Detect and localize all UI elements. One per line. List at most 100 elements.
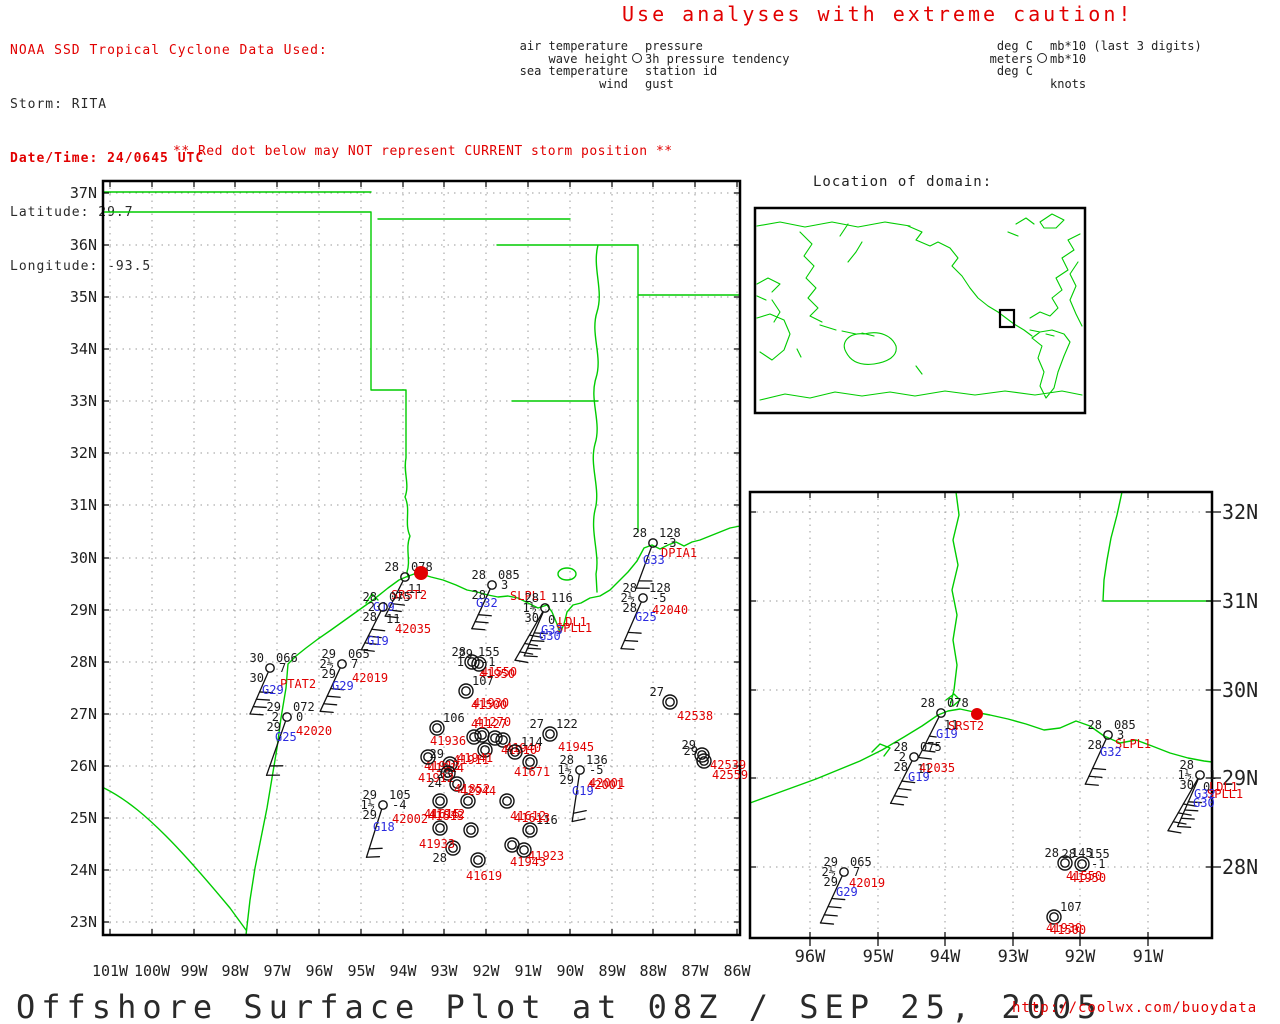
calm-ring	[662, 694, 678, 710]
station-circle	[1195, 770, 1205, 780]
station-id-label: 41270	[475, 715, 511, 729]
pressure-value: 128	[659, 526, 681, 540]
calm-ring	[460, 793, 476, 809]
station-id-label: 41615	[424, 807, 460, 821]
barb-tick	[889, 802, 905, 806]
pressure-tendency-value: -1	[481, 655, 495, 669]
calm-ring	[1046, 909, 1062, 925]
noaa-data-line: NOAA SSD Tropical Cyclone Data Used:	[10, 43, 328, 58]
station-circle	[638, 593, 648, 603]
wind-gust-value: 0	[548, 613, 555, 627]
rio-grande-river	[103, 787, 247, 931]
station-id-label: LDL1	[558, 615, 587, 629]
legend-knots-label: knots	[1050, 76, 1087, 91]
lon-axis-label: 94W	[389, 962, 417, 980]
calm-ring	[432, 820, 448, 836]
lon-axis-label: 100W	[134, 962, 171, 980]
barb-tick	[252, 705, 267, 709]
wave-height-value: 1½	[361, 798, 375, 812]
wave-height-value: 2	[272, 710, 279, 724]
lat-axis-label: 36N	[70, 236, 97, 254]
station-id-label: G19	[936, 727, 958, 741]
barb-tick	[917, 756, 933, 760]
pressure-tendency-value: 7	[279, 661, 286, 675]
station-plot	[499, 793, 515, 809]
sea-temp-value: 28	[1088, 738, 1102, 752]
legend-degc2-label: deg C	[996, 64, 1033, 79]
station-plot: 41942	[429, 807, 479, 838]
station-id-label: G29	[332, 679, 354, 693]
barb-tick	[1180, 817, 1195, 820]
air-temp-value: 27	[650, 685, 664, 699]
lat-axis-label: 23N	[70, 913, 97, 931]
inset-map-frame	[748, 490, 1214, 940]
lon-axis-label: 86W	[723, 962, 751, 980]
station-id-label: 42035	[395, 622, 431, 636]
station-id-label: G18	[373, 820, 395, 834]
station-circle	[1060, 858, 1070, 868]
lon-axis-label: 89W	[598, 962, 626, 980]
sea-temp-value: 29	[560, 773, 574, 787]
station-id-label: 41912	[418, 771, 454, 785]
galveston-bay	[365, 593, 379, 604]
red-dot-warning: ** Red dot below may NOT represent CURRE…	[173, 144, 673, 159]
barb-tick	[1187, 801, 1203, 804]
sea-temp-value: 28	[623, 601, 637, 615]
legend-units: deg C mb*10 (last 3 digits) meters mb*10…	[975, 39, 1202, 91]
station-id-label: 41911	[453, 753, 489, 767]
calm-ring	[694, 747, 710, 763]
wind-gust-value: 11	[386, 612, 400, 626]
pressure-value: 107	[472, 674, 494, 688]
main-map-geography: 101W 100W 99W 98W 97W 96W 95W 94W 93W 92W 91W 90W 89…	[70, 179, 752, 980]
station-id-label: 41550	[481, 665, 517, 679]
barb-tick	[249, 713, 264, 716]
calm-ring	[1074, 856, 1090, 872]
world-inset-title: Location of domain:	[813, 174, 993, 190]
station-circle	[378, 602, 388, 612]
station-id-label: G25	[635, 610, 657, 624]
station-id-label: SRST2	[948, 719, 984, 733]
calm-ring	[696, 753, 712, 769]
calm-ring	[1057, 855, 1073, 871]
station-id-label: 41500	[471, 698, 507, 712]
wave-height-value: 2½	[822, 865, 836, 879]
legend-row: deg C	[975, 64, 1202, 79]
pressure-value: 085	[498, 568, 520, 582]
station-id-label: SRST2	[391, 588, 427, 602]
sea-temp-value: 28	[433, 851, 447, 865]
barb-tick	[1091, 767, 1107, 771]
station-plot	[432, 793, 448, 809]
station-id-label: 41930	[1046, 921, 1082, 935]
station-id-label: 41852	[454, 782, 490, 796]
station-circle	[498, 735, 508, 745]
barb-tick	[255, 698, 271, 701]
station-id-label: 41550	[1066, 869, 1102, 883]
air-temp-value: 28	[385, 560, 399, 574]
lat-axis-label: 31N	[70, 496, 97, 514]
station-circle	[699, 756, 709, 766]
caution-banner: Use analyses with extreme caution!	[622, 2, 1134, 26]
pressure-tendency-value: 3	[501, 578, 508, 592]
barb-tick	[367, 635, 382, 639]
calm-ring	[477, 742, 493, 758]
lon-axis-label: 94W	[930, 947, 961, 967]
lon-axis-label: 101W	[92, 962, 129, 980]
sea-temp-value: 28	[363, 610, 377, 624]
inset-map-stations: 28 07811SRST2G19282280751142035G192828085…	[819, 696, 1243, 937]
station-id-label: 41950	[479, 667, 515, 681]
station-plot: 28 145	[1045, 846, 1093, 871]
station-circle-glyph	[631, 52, 642, 63]
legend-row: deg C mb*10 (last 3 digits)	[975, 39, 1202, 53]
station-circle	[448, 843, 458, 853]
barb-tick	[827, 906, 842, 909]
pressure-value: 116	[536, 813, 558, 827]
station-circle	[525, 757, 535, 767]
station-id-label: 41933	[419, 837, 455, 851]
